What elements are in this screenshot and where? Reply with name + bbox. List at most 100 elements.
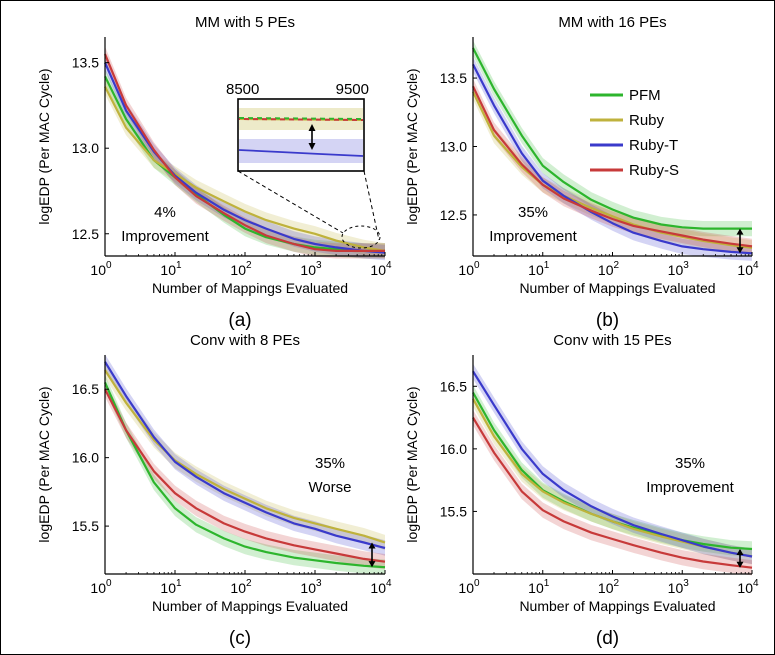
legend-label-ruby-s: Ruby-S <box>629 162 679 179</box>
x-tick-label: 103 <box>668 578 690 596</box>
inset-line-ruby-s <box>238 118 364 121</box>
series-line-ruby <box>104 86 386 252</box>
x-tick-exponent: 1 <box>176 578 182 589</box>
zoom-guide-line <box>237 170 344 234</box>
y-tick-label: 13.0 <box>72 140 99 156</box>
x-tick-exponent: 4 <box>753 578 759 589</box>
legend-label-pfm: PFM <box>629 87 661 104</box>
inset-frame <box>237 98 365 172</box>
annotation-value: 4% <box>154 204 176 221</box>
x-tick-exponent: 2 <box>246 578 252 589</box>
y-tick-label: 12.5 <box>440 207 467 223</box>
x-tick-label: 102 <box>598 578 620 596</box>
series-line-pfm <box>103 381 386 569</box>
x-tick-label: 102 <box>598 260 620 278</box>
legend: PFM Ruby Ruby-T Ruby-S <box>590 87 679 179</box>
x-tick-label: 104 <box>370 578 392 596</box>
zoom-guide-line <box>363 170 380 241</box>
x-tick-label: 101 <box>160 260 182 278</box>
x-tick-exponent: 0 <box>474 578 480 589</box>
x-tick-label: 104 <box>737 578 759 596</box>
series-band-ruby <box>105 362 385 551</box>
x-tick-exponent: 3 <box>316 260 322 271</box>
series-line-ruby-s <box>472 417 753 569</box>
y-tick-label: 13.5 <box>72 55 99 71</box>
x-tick-label: 101 <box>528 578 550 596</box>
x-tick-exponent: 3 <box>683 260 689 271</box>
arrow-head-up <box>736 228 744 235</box>
y-axis-label: logEDP (Per MAC Cycle) <box>36 68 52 224</box>
x-tick-label: 100 <box>90 578 112 596</box>
x-tick-exponent: 2 <box>614 260 620 271</box>
y-tick-label: 16.0 <box>440 441 467 457</box>
series-line-ruby-t <box>472 63 753 255</box>
x-tick-exponent: 2 <box>614 578 620 589</box>
chart-title: Conv with 8 PEs <box>190 332 300 349</box>
series-band-ruby-t <box>473 363 752 565</box>
y-tick-label: 15.5 <box>72 518 99 534</box>
x-tick-label: 101 <box>160 578 182 596</box>
series-band-pfm <box>473 40 752 237</box>
x-tick-exponent: 3 <box>316 578 322 589</box>
x-tick-exponent: 0 <box>474 260 480 271</box>
panel-label: (b) <box>596 310 619 331</box>
legend-label-ruby: Ruby <box>629 112 665 129</box>
zoom-region-marker <box>341 225 381 249</box>
x-axis-label: Number of Mappings Evaluated <box>152 598 348 614</box>
improvement-arrow <box>736 228 744 254</box>
x-tick-exponent: 4 <box>386 578 392 589</box>
annotation-value: 35% <box>518 204 548 221</box>
y-axis-label: logEDP (Per MAC Cycle) <box>404 68 420 224</box>
x-tick-label: 103 <box>300 260 322 278</box>
inset-arrow-head-down <box>308 143 316 150</box>
x-tick-label: 100 <box>458 578 480 596</box>
x-axis-label: Number of Mappings Evaluated <box>519 280 715 296</box>
x-tick-label: 104 <box>370 260 392 278</box>
chart-title: Conv with 15 PEs <box>553 332 671 349</box>
inset-line-ruby-t <box>238 149 364 157</box>
panel-label: (a) <box>228 310 251 331</box>
annotation-text: Improvement <box>489 228 577 245</box>
y-tick-label: 16.5 <box>440 378 467 394</box>
x-tick-label: 103 <box>300 578 322 596</box>
x-tick-exponent: 3 <box>683 578 689 589</box>
panel-label: (d) <box>596 628 619 649</box>
y-tick-label: 16.5 <box>72 381 99 397</box>
inset-line-pfm <box>238 117 364 120</box>
annotation-value: 35% <box>315 455 345 472</box>
x-axis-label: Number of Mappings Evaluated <box>152 280 348 296</box>
annotation-text: Worse <box>308 479 351 496</box>
x-tick-label: 102 <box>230 260 252 278</box>
series-band-ruby-t <box>105 354 385 556</box>
series-band-ruby <box>105 79 385 259</box>
inset-arrow-head-up <box>308 124 316 131</box>
y-axis-label: logEDP (Per MAC Cycle) <box>404 386 420 542</box>
x-tick-exponent: 4 <box>753 260 759 271</box>
arrow-head-down <box>368 561 376 568</box>
inset-x-tick-label: 8500 <box>226 81 259 98</box>
y-axis-label: logEDP (Per MAC Cycle) <box>36 386 52 542</box>
series-band-ruby-s <box>105 46 385 259</box>
x-tick-exponent: 1 <box>544 578 550 589</box>
series-line-ruby-s <box>104 388 386 563</box>
x-tick-exponent: 0 <box>106 578 112 589</box>
y-tick-label: 16.0 <box>72 450 99 466</box>
x-axis-label: Number of Mappings Evaluated <box>519 598 715 614</box>
annotation-text: Improvement <box>646 479 734 496</box>
series-line-ruby-s <box>103 53 385 252</box>
series-line-ruby <box>472 91 753 249</box>
x-tick-exponent: 4 <box>386 260 392 271</box>
series-line-pfm <box>472 47 752 230</box>
series-line-ruby-t <box>104 361 386 550</box>
series-line-ruby <box>104 369 386 544</box>
arrow-head-down <box>736 561 744 568</box>
arrow-head-up <box>736 548 744 555</box>
y-tick-label: 13.0 <box>440 139 467 155</box>
x-tick-label: 100 <box>90 260 112 278</box>
chart-title: MM with 16 PEs <box>558 14 666 31</box>
inset-x-tick-label: 9500 <box>336 81 369 98</box>
improvement-arrow <box>736 548 744 568</box>
